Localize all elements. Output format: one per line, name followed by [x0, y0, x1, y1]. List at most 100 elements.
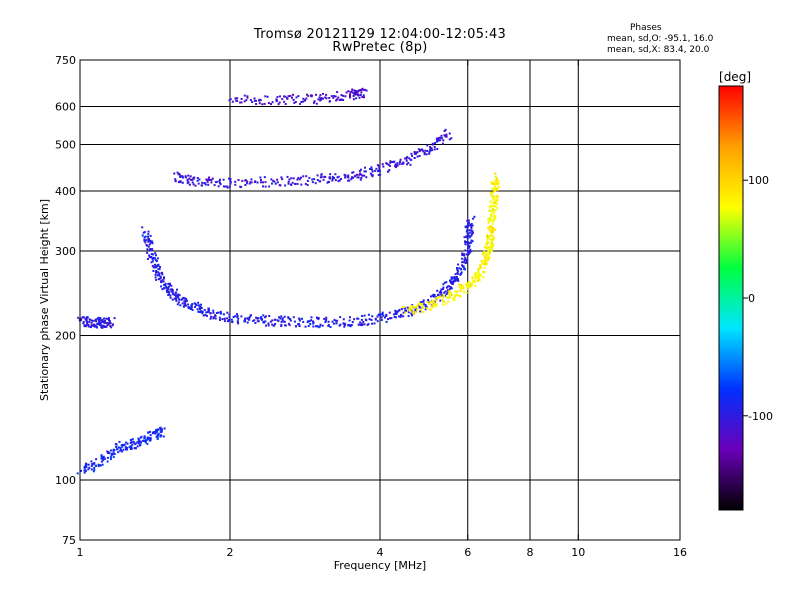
echo-point: [497, 179, 500, 182]
echo-point: [306, 179, 309, 182]
echo-point: [448, 289, 451, 292]
echo-point: [495, 183, 498, 186]
echo-point: [449, 281, 452, 284]
echo-point: [466, 237, 469, 240]
echo-point: [394, 310, 397, 313]
echo-point: [280, 323, 283, 326]
echo-point: [205, 178, 208, 181]
echo-point: [177, 173, 180, 176]
echo-point: [181, 302, 184, 305]
echo-point: [467, 288, 470, 291]
echo-point: [289, 183, 292, 186]
echo-point: [421, 306, 424, 309]
echo-point: [110, 326, 113, 329]
echo-point: [485, 256, 488, 259]
echo-point: [84, 464, 87, 467]
echo-point: [255, 103, 258, 105]
echo-point: [345, 91, 348, 94]
echo-point: [378, 164, 381, 167]
echo-point: [319, 180, 322, 183]
echo-point: [314, 182, 317, 185]
echo-point: [494, 179, 497, 182]
echo-point: [277, 103, 280, 106]
echo-point: [478, 274, 480, 277]
echo-point: [112, 450, 115, 453]
echo-point: [156, 431, 159, 434]
echo-point: [263, 176, 266, 179]
echo-point: [402, 161, 405, 164]
echo-point: [96, 322, 99, 325]
echo-point: [177, 180, 180, 183]
echo-point: [313, 100, 316, 103]
echo-point: [208, 176, 211, 179]
echo-point: [487, 218, 490, 221]
echo-point: [151, 260, 154, 263]
echo-point: [249, 181, 252, 184]
echo-point: [491, 229, 494, 232]
echo-point: [491, 222, 494, 225]
echo-point: [492, 219, 495, 222]
echo-point: [146, 438, 149, 441]
echo-point: [352, 171, 355, 174]
echo-point: [439, 299, 442, 302]
echo-point: [184, 175, 187, 178]
echo-point: [357, 94, 360, 97]
echo-point: [267, 322, 270, 325]
y-axis-label: Stationary phase Virtual Height [km]: [38, 199, 51, 401]
echo-point: [248, 318, 251, 321]
echo-point: [495, 180, 498, 183]
echo-point: [416, 155, 419, 158]
echo-point: [494, 187, 497, 190]
echo-point: [422, 311, 425, 314]
echo-point: [143, 238, 146, 241]
echo-point: [175, 297, 178, 300]
echo-point: [240, 98, 243, 100]
echo-point: [303, 99, 306, 102]
echo-point: [82, 321, 85, 323]
echo-point: [486, 234, 489, 236]
echo-point: [473, 279, 476, 282]
echo-point: [228, 177, 230, 180]
echo-point: [389, 164, 391, 167]
echo-point: [200, 307, 203, 309]
echo-point: [485, 263, 488, 266]
echo-point: [240, 186, 243, 189]
echo-point: [266, 95, 269, 98]
echo-point: [292, 93, 294, 96]
echo-point: [180, 298, 183, 301]
echo-point: [302, 100, 305, 103]
echo-point: [329, 177, 332, 180]
echo-point: [206, 180, 209, 183]
echo-point: [470, 282, 473, 285]
echo-point: [253, 319, 256, 322]
echo-point: [100, 457, 103, 460]
echo-point: [144, 241, 147, 244]
echo-point: [472, 217, 475, 220]
echo-point: [470, 284, 473, 287]
echo-point: [121, 450, 124, 453]
chart-title: Tromsø 20121129 12:04:00-12:05:43: [253, 27, 507, 42]
echo-point: [304, 182, 307, 185]
echo-point: [442, 296, 445, 299]
echo-point: [490, 181, 493, 184]
echo-point: [468, 281, 470, 284]
echo-point: [483, 260, 486, 263]
echo-point: [146, 248, 149, 251]
echo-point: [486, 235, 489, 238]
echo-point: [490, 233, 493, 236]
echo-point: [95, 325, 98, 328]
echo-point: [343, 173, 346, 176]
echo-point: [406, 156, 409, 158]
echo-point: [167, 287, 169, 289]
echo-point: [159, 266, 161, 268]
echo-point: [447, 300, 450, 303]
echo-point: [98, 323, 101, 326]
echo-point: [447, 296, 450, 299]
echo-point: [325, 316, 328, 319]
echo-point: [284, 184, 287, 187]
y-tick-label: 600: [55, 101, 76, 114]
echo-point: [157, 433, 160, 435]
echo-point: [131, 443, 134, 446]
echo-point: [86, 322, 89, 324]
